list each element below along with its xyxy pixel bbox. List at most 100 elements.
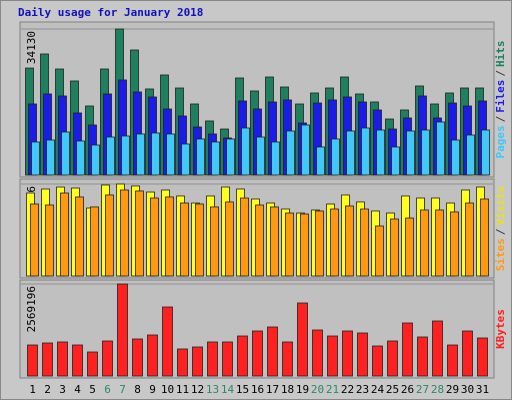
bar <box>241 127 250 176</box>
bar <box>271 141 280 176</box>
x-tick-label: 22 <box>341 383 354 396</box>
bar <box>102 340 113 377</box>
x-tick-label: 7 <box>119 383 126 396</box>
bar <box>207 341 218 377</box>
bar <box>270 206 279 277</box>
legend-separator: / <box>494 115 507 122</box>
bar <box>150 197 159 277</box>
bar <box>46 139 55 176</box>
bar <box>331 138 340 176</box>
bar <box>195 203 204 277</box>
bar <box>357 332 368 377</box>
bar <box>421 129 430 176</box>
bar <box>372 345 383 377</box>
bar <box>417 336 428 377</box>
legend-entry: Pages <box>494 125 507 158</box>
x-tick-label: 30 <box>461 383 474 396</box>
bar <box>480 198 489 277</box>
x-tick-label: 2 <box>44 383 51 396</box>
bar <box>90 206 99 277</box>
legend: Pages / Files / Hits <box>494 41 507 159</box>
bar <box>312 329 323 377</box>
bar <box>117 283 128 377</box>
x-tick-label: 1 <box>29 383 36 396</box>
x-tick-label: 29 <box>446 383 459 396</box>
x-tick-label: 25 <box>386 383 399 396</box>
x-tick-label: 21 <box>326 383 339 396</box>
bar <box>181 143 190 176</box>
bar <box>451 139 460 176</box>
bar <box>360 208 369 277</box>
x-tick-label: 6 <box>104 383 111 396</box>
bar <box>226 138 235 176</box>
bar <box>316 146 325 176</box>
bar <box>132 338 143 377</box>
bar <box>225 201 234 277</box>
bar <box>342 330 353 377</box>
bar <box>165 196 174 277</box>
x-tick-label: 5 <box>89 383 96 396</box>
bar <box>211 141 220 176</box>
bar <box>405 217 414 277</box>
bar <box>465 202 474 277</box>
x-tick-label: 20 <box>311 383 324 396</box>
bar <box>346 130 355 176</box>
x-tick-label: 15 <box>236 383 249 396</box>
bar <box>135 190 144 277</box>
x-tick-label: 18 <box>281 383 294 396</box>
bar <box>151 132 160 176</box>
bar <box>166 133 175 176</box>
bar <box>391 146 400 176</box>
legend-entry: Hits <box>494 41 507 68</box>
x-tick-label: 13 <box>206 383 219 396</box>
bar <box>477 337 488 377</box>
bar <box>210 206 219 277</box>
bar <box>120 189 129 277</box>
bar <box>192 346 203 377</box>
bar <box>376 129 385 176</box>
bar <box>436 121 445 176</box>
x-tick-label: 8 <box>134 383 141 396</box>
bar <box>327 335 338 377</box>
bar <box>252 330 263 377</box>
bar <box>57 341 68 377</box>
x-tick-label: 17 <box>266 383 279 396</box>
bar <box>330 208 339 277</box>
bar <box>60 192 69 277</box>
bar <box>177 348 188 377</box>
x-tick-label: 19 <box>296 383 309 396</box>
bar <box>196 138 205 176</box>
bar <box>162 306 173 377</box>
bar <box>301 124 310 176</box>
bar <box>76 140 85 176</box>
legend-separator: / <box>494 70 507 77</box>
bar <box>222 341 233 377</box>
bar <box>406 130 415 176</box>
bar <box>432 320 443 377</box>
bar <box>390 218 399 277</box>
x-tick-label: 26 <box>401 383 414 396</box>
bar <box>121 135 130 176</box>
x-tick-label: 14 <box>221 383 235 396</box>
legend: KBytes <box>494 309 507 349</box>
bar <box>481 129 490 176</box>
bar <box>462 330 473 377</box>
bar <box>75 196 84 277</box>
bar <box>105 194 114 277</box>
bar <box>267 326 278 377</box>
bar <box>300 213 309 277</box>
x-tick-label: 10 <box>161 383 174 396</box>
bar <box>375 225 384 277</box>
bar <box>106 136 115 176</box>
bar <box>72 344 83 377</box>
x-tick-label: 27 <box>416 383 429 396</box>
bar <box>285 212 294 277</box>
legend-entry: Files <box>494 80 507 113</box>
bar <box>240 197 249 277</box>
bar <box>237 335 248 377</box>
x-tick-label: 16 <box>251 383 264 396</box>
legend-separator: / <box>494 228 507 235</box>
legend-entry: Sites <box>494 238 507 271</box>
x-tick-label: 4 <box>74 383 81 396</box>
